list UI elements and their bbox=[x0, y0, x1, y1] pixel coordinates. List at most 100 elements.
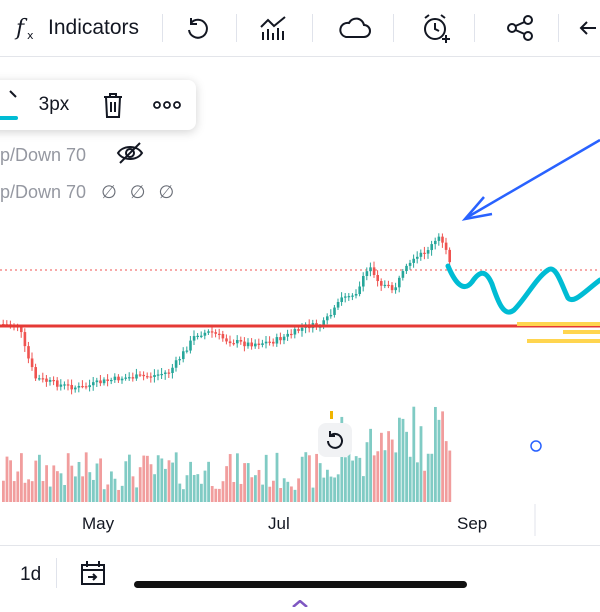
candle bbox=[430, 244, 433, 251]
cloud-icon[interactable] bbox=[335, 0, 375, 56]
candle bbox=[232, 343, 235, 345]
candle bbox=[167, 372, 171, 374]
annotation-arrow[interactable] bbox=[461, 138, 600, 221]
volume-bar bbox=[135, 487, 138, 502]
interval-button[interactable]: 1d bbox=[20, 564, 42, 585]
volume-bar bbox=[182, 489, 185, 502]
back-arrow-icon[interactable] bbox=[576, 0, 600, 56]
candle bbox=[88, 385, 91, 388]
volume-bar bbox=[225, 466, 228, 502]
volume-bar bbox=[394, 452, 398, 502]
volume-bar bbox=[272, 480, 275, 502]
volume-bar bbox=[99, 458, 102, 502]
candle bbox=[146, 376, 149, 378]
indicators-button[interactable]: Indicators bbox=[48, 0, 148, 56]
volume-bar bbox=[200, 483, 203, 502]
candle bbox=[250, 342, 253, 347]
time-axis-label-may: May bbox=[82, 514, 115, 533]
candle bbox=[27, 346, 30, 359]
date-range-icon[interactable] bbox=[78, 558, 108, 593]
fx-icon[interactable]: f x bbox=[10, 0, 44, 56]
volume-bar bbox=[347, 445, 351, 502]
brush-icon[interactable] bbox=[0, 80, 24, 130]
volume-bar bbox=[174, 452, 178, 502]
volume-bar bbox=[444, 441, 448, 502]
volume-bar bbox=[38, 454, 41, 502]
volume-bar bbox=[426, 453, 430, 502]
candle bbox=[59, 384, 63, 387]
volume-bar bbox=[398, 417, 401, 502]
candle bbox=[38, 378, 41, 380]
volume-bar bbox=[149, 464, 153, 502]
eye-off-icon[interactable] bbox=[116, 141, 144, 170]
volume-bar bbox=[423, 470, 426, 502]
volume-bar bbox=[430, 453, 434, 502]
price-chart[interactable] bbox=[0, 56, 600, 536]
candle bbox=[441, 236, 444, 243]
volume-bar bbox=[239, 483, 243, 502]
volume-bar bbox=[304, 452, 308, 502]
volume-bar bbox=[387, 431, 390, 502]
candle bbox=[171, 367, 174, 374]
volume-bar bbox=[30, 481, 34, 502]
candle bbox=[164, 372, 167, 374]
candle bbox=[120, 378, 124, 381]
candle bbox=[358, 286, 361, 295]
candle bbox=[210, 331, 214, 333]
drawing-anchor-point[interactable] bbox=[530, 440, 542, 452]
trash-icon[interactable] bbox=[98, 80, 128, 130]
volume-bar bbox=[110, 471, 113, 502]
candle bbox=[70, 384, 73, 390]
volume-bar bbox=[124, 461, 128, 502]
volume-bar bbox=[257, 469, 261, 502]
legend-row-1[interactable]: p/Down 70 bbox=[0, 145, 86, 166]
volume-bar bbox=[448, 450, 452, 502]
legend-values: ∅ ∅ ∅ bbox=[101, 182, 179, 202]
candle bbox=[225, 338, 228, 342]
volume-bar bbox=[236, 453, 239, 502]
volume-bar bbox=[311, 487, 315, 502]
legend-row-2[interactable]: p/Down 70 ∅ ∅ ∅ bbox=[0, 182, 178, 203]
alarm-add-icon[interactable] bbox=[416, 0, 456, 56]
volume-bar bbox=[376, 451, 380, 502]
volume-bar bbox=[344, 457, 347, 502]
candle bbox=[77, 385, 81, 388]
volume-bar bbox=[434, 406, 437, 502]
reset-chart-button[interactable] bbox=[318, 423, 352, 457]
volume-bar bbox=[246, 463, 250, 502]
candle bbox=[200, 335, 203, 337]
candle bbox=[92, 382, 95, 386]
price-zones[interactable] bbox=[517, 322, 600, 343]
volume-bar bbox=[138, 467, 142, 502]
volume-bar bbox=[203, 470, 207, 502]
candle bbox=[128, 377, 131, 379]
candle bbox=[48, 380, 52, 382]
chart-type-icon[interactable] bbox=[255, 0, 291, 56]
more-icon[interactable] bbox=[150, 80, 184, 130]
volume-bar bbox=[315, 453, 318, 502]
volume-bar bbox=[390, 439, 394, 502]
candle bbox=[81, 385, 84, 388]
candle bbox=[135, 374, 138, 379]
candle bbox=[243, 341, 246, 347]
candle bbox=[185, 350, 189, 352]
projection-curve[interactable] bbox=[445, 263, 600, 315]
candle bbox=[340, 297, 343, 302]
volume-bar bbox=[156, 455, 160, 502]
candle bbox=[117, 376, 120, 381]
candle bbox=[138, 374, 142, 376]
volume-bar bbox=[92, 479, 95, 502]
time-axis-label-sep: Sep bbox=[457, 514, 488, 533]
share-icon[interactable] bbox=[503, 0, 537, 56]
top-toolbar: f x Indicators bbox=[0, 0, 600, 57]
selection-handle[interactable] bbox=[330, 411, 333, 419]
volume-bar bbox=[437, 419, 441, 502]
line-width-button[interactable]: 3px bbox=[32, 80, 76, 130]
volume-bar bbox=[250, 477, 254, 502]
volume-bar bbox=[308, 455, 311, 502]
candle bbox=[63, 384, 66, 386]
undo-icon[interactable] bbox=[180, 0, 216, 56]
volume-bar bbox=[5, 456, 9, 502]
volume-bar bbox=[221, 481, 225, 502]
candle bbox=[434, 240, 437, 245]
